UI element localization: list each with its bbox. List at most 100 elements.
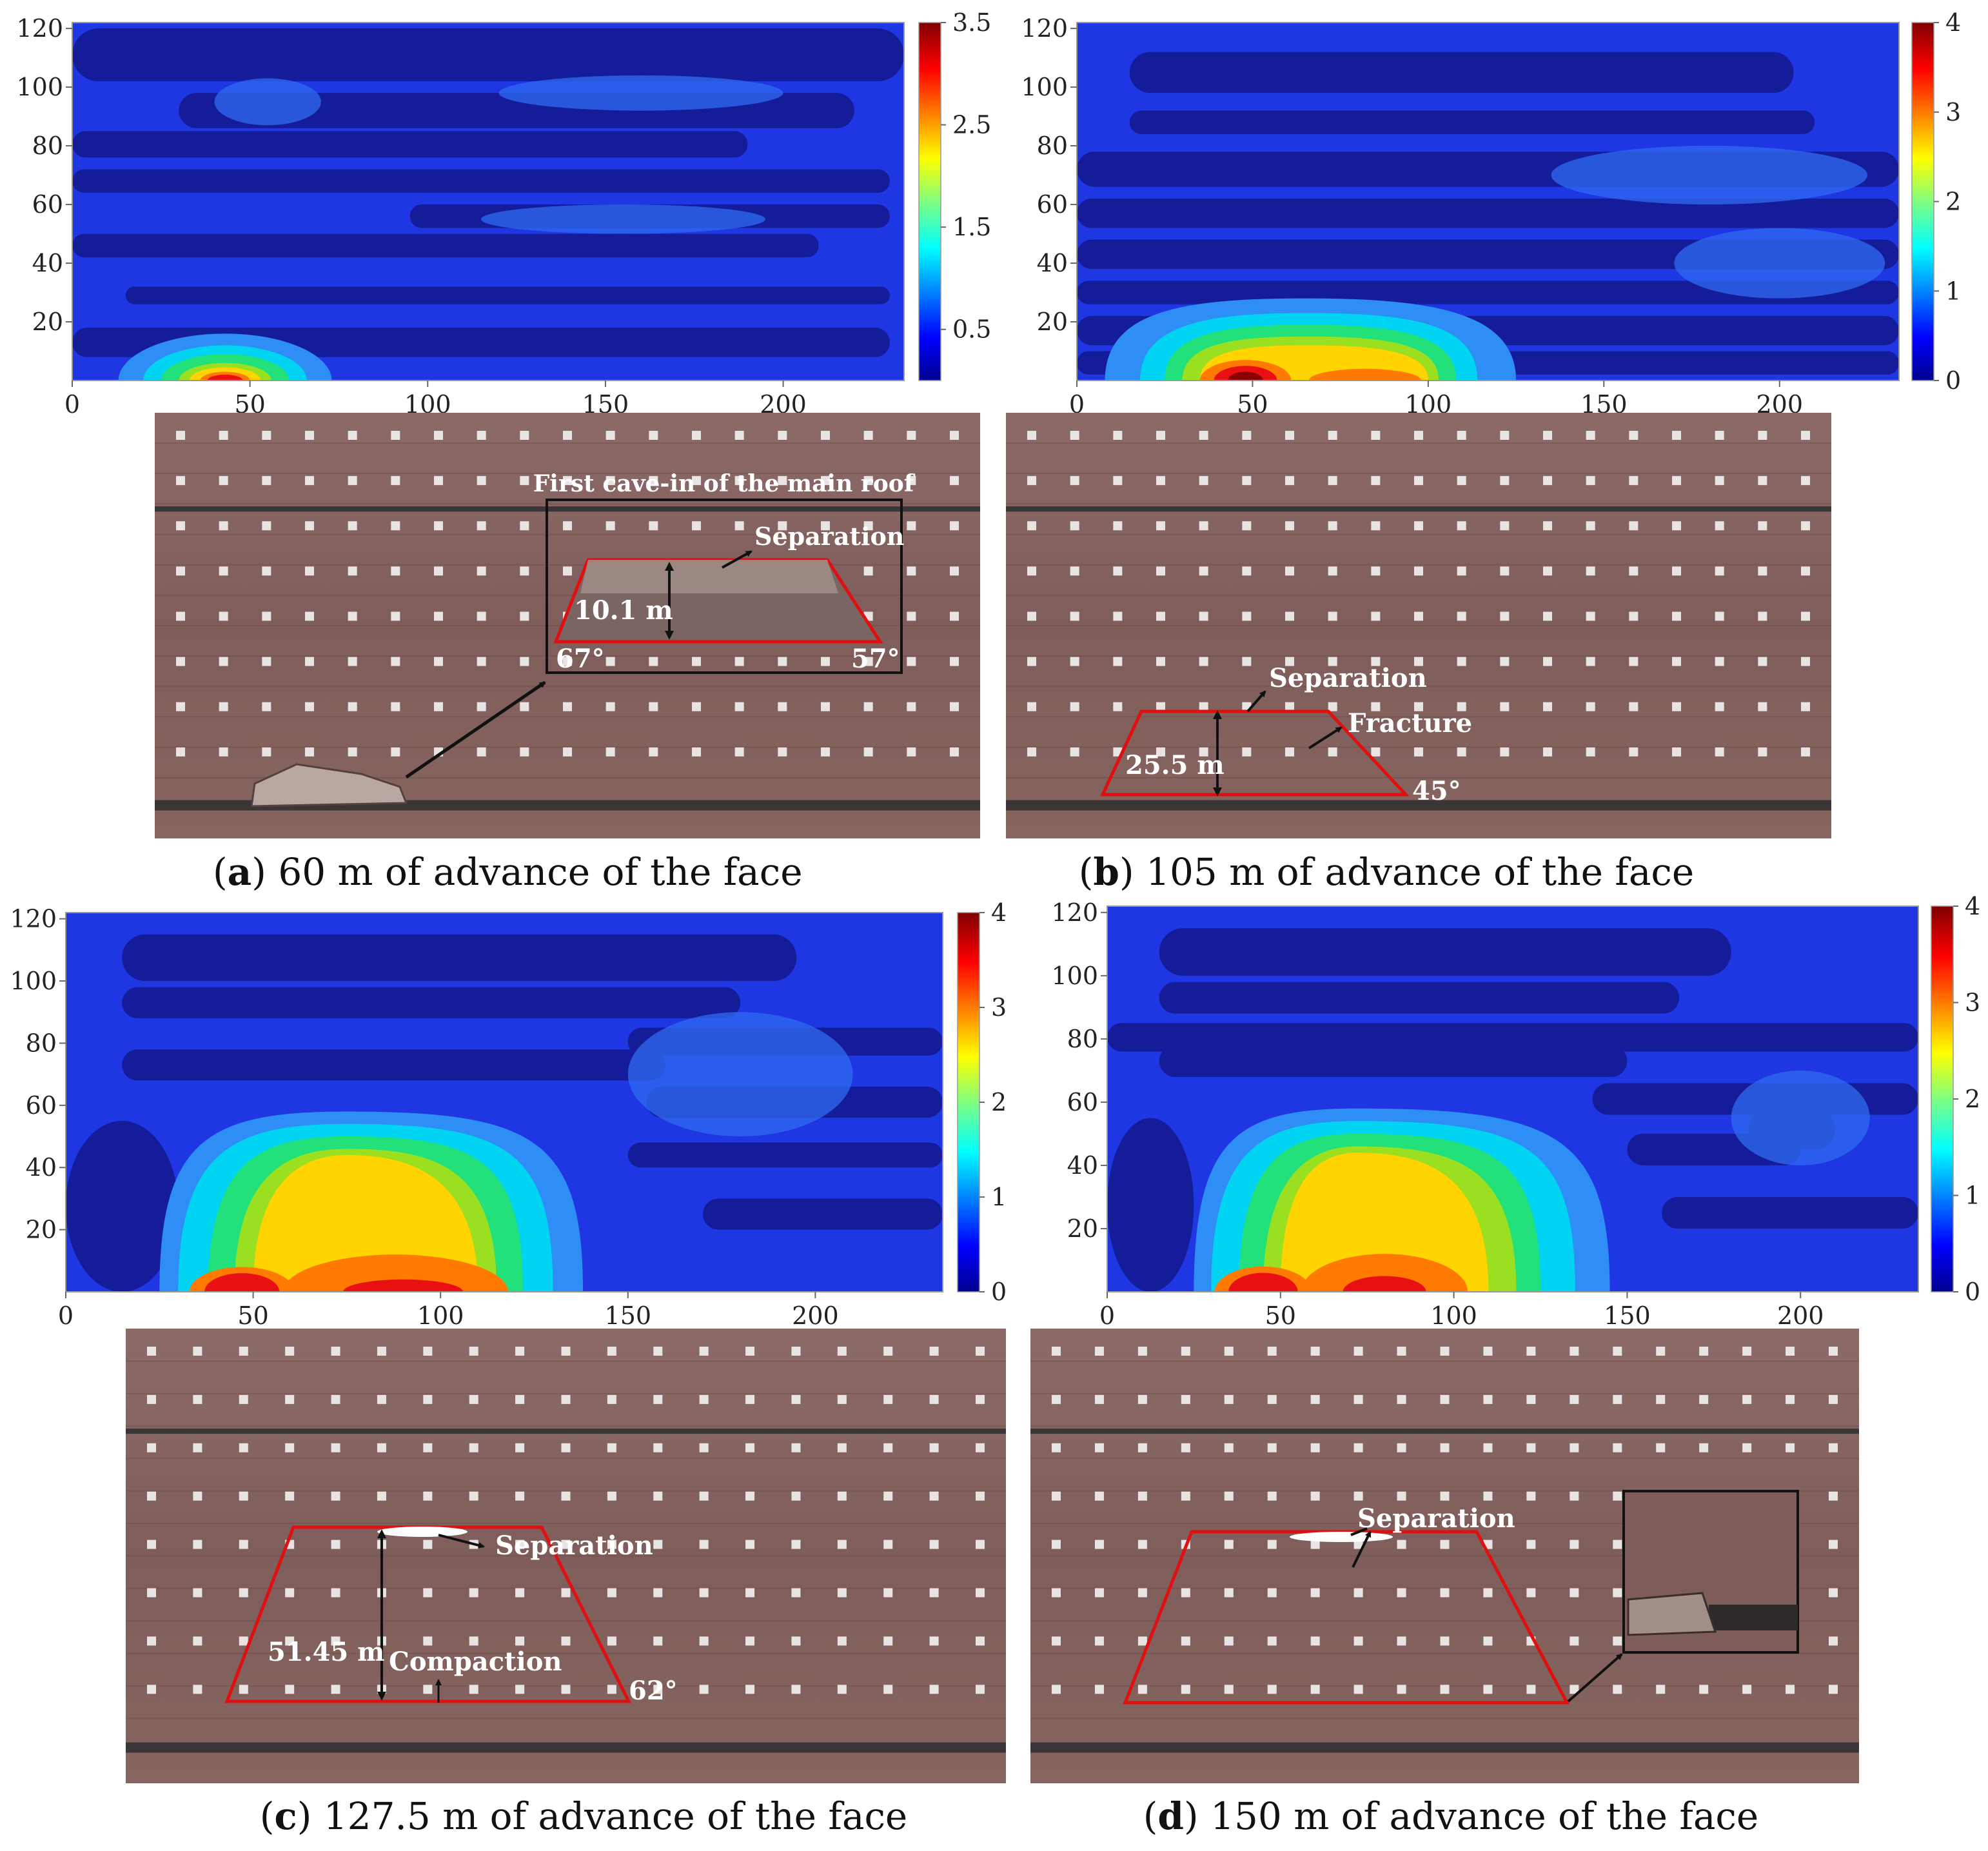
marker-point [929, 1443, 939, 1452]
marker-point [1094, 1685, 1104, 1694]
marker-point [1285, 657, 1294, 666]
marker-point [515, 1491, 525, 1501]
marker-point [863, 747, 873, 757]
marker-point [1758, 476, 1767, 486]
marker-point [1328, 611, 1337, 621]
marker-point [605, 747, 615, 757]
marker-point [734, 431, 744, 440]
marker-point [1829, 1539, 1838, 1549]
marker-point [391, 521, 400, 531]
y-tick-label: 80 [26, 1029, 57, 1057]
annotation-angle-left: 67° [556, 644, 605, 674]
marker-point [305, 521, 314, 531]
marker-point [1543, 747, 1552, 757]
y-tick-label: 60 [26, 1091, 57, 1120]
marker-point [262, 431, 271, 440]
marker-point [1137, 1491, 1147, 1501]
marker-point [176, 702, 185, 711]
contour-level [1228, 1272, 1298, 1292]
marker-point [434, 611, 443, 621]
marker-point [1397, 1588, 1406, 1598]
contour-band [66, 1120, 179, 1292]
marker-point [607, 1491, 616, 1501]
contour-band [1159, 1045, 1628, 1077]
marker-point [262, 521, 271, 531]
marker-point [1457, 702, 1466, 711]
marker-point [1328, 702, 1337, 711]
marker-point [1113, 521, 1123, 531]
marker-point [734, 747, 744, 757]
marker-point [745, 1685, 755, 1694]
colorbar-label: 2 [1965, 1085, 1980, 1113]
marker-point [1613, 1636, 1622, 1646]
marker-point [1224, 1394, 1234, 1404]
colorbar-label: 3 [1945, 98, 1961, 126]
marker-point [1715, 611, 1724, 621]
marker-point [1457, 566, 1466, 576]
marker-point [907, 431, 916, 440]
marker-point [1070, 657, 1079, 666]
contour-level [1308, 368, 1421, 381]
marker-point [1285, 747, 1294, 757]
marker-point [649, 431, 658, 440]
marker-point [305, 431, 314, 440]
marker-point [607, 1539, 616, 1549]
marker-point [1526, 1443, 1536, 1452]
heatmap-contours [1107, 928, 1918, 1292]
marker-point [147, 1539, 156, 1549]
marker-point [1094, 1636, 1104, 1646]
annotation-angle: 62° [629, 1676, 678, 1706]
marker-point [1440, 1394, 1450, 1404]
marker-point [1457, 521, 1466, 531]
marker-point [147, 1588, 156, 1598]
marker-point [1629, 521, 1639, 531]
marker-point [515, 1685, 525, 1694]
marker-point [219, 566, 228, 576]
marker-point [1199, 431, 1208, 440]
y-tick-label: 100 [1051, 962, 1098, 990]
marker-point [515, 1636, 525, 1646]
marker-point [176, 521, 185, 531]
y-tick-label: 80 [1037, 132, 1068, 160]
marker-point [193, 1347, 202, 1356]
marker-point [1440, 1491, 1450, 1501]
marker-point [1672, 566, 1681, 576]
marker-point [515, 1347, 525, 1356]
marker-point [653, 1491, 663, 1501]
marker-point [1137, 1394, 1147, 1404]
marker-point [1113, 702, 1123, 711]
marker-point [1027, 476, 1036, 486]
colorbar [1911, 22, 1934, 381]
marker-point [1094, 1588, 1104, 1598]
marker-point [1397, 1347, 1406, 1356]
marker-point [262, 566, 271, 576]
marker-point [1801, 476, 1810, 486]
marker-point [699, 1539, 709, 1549]
marker-point [520, 747, 529, 757]
x-tick-label: 150 [605, 1302, 652, 1330]
marker-point [1353, 1685, 1363, 1694]
marker-point [1526, 1685, 1536, 1694]
marker-point [950, 657, 959, 666]
colorbar-label: 0 [991, 1278, 1007, 1306]
marker-point [1397, 1394, 1406, 1404]
marker-point [1397, 1491, 1406, 1501]
marker-point [1500, 611, 1510, 621]
colorbar [1931, 906, 1954, 1292]
marker-point [348, 431, 357, 440]
marker-point [1285, 702, 1294, 711]
marker-point [477, 702, 486, 711]
marker-point [1699, 1347, 1709, 1356]
marker-point [1543, 476, 1552, 486]
marker-point [147, 1491, 156, 1501]
marker-point [1699, 1685, 1709, 1694]
marker-point [1629, 657, 1639, 666]
marker-point [520, 521, 529, 531]
marker-point [734, 657, 744, 666]
colorbar-label: 2.5 [952, 111, 991, 139]
marker-point [649, 747, 658, 757]
marker-point [1543, 431, 1552, 440]
marker-point [348, 657, 357, 666]
marker-point [778, 702, 787, 711]
marker-point [1353, 1394, 1363, 1404]
